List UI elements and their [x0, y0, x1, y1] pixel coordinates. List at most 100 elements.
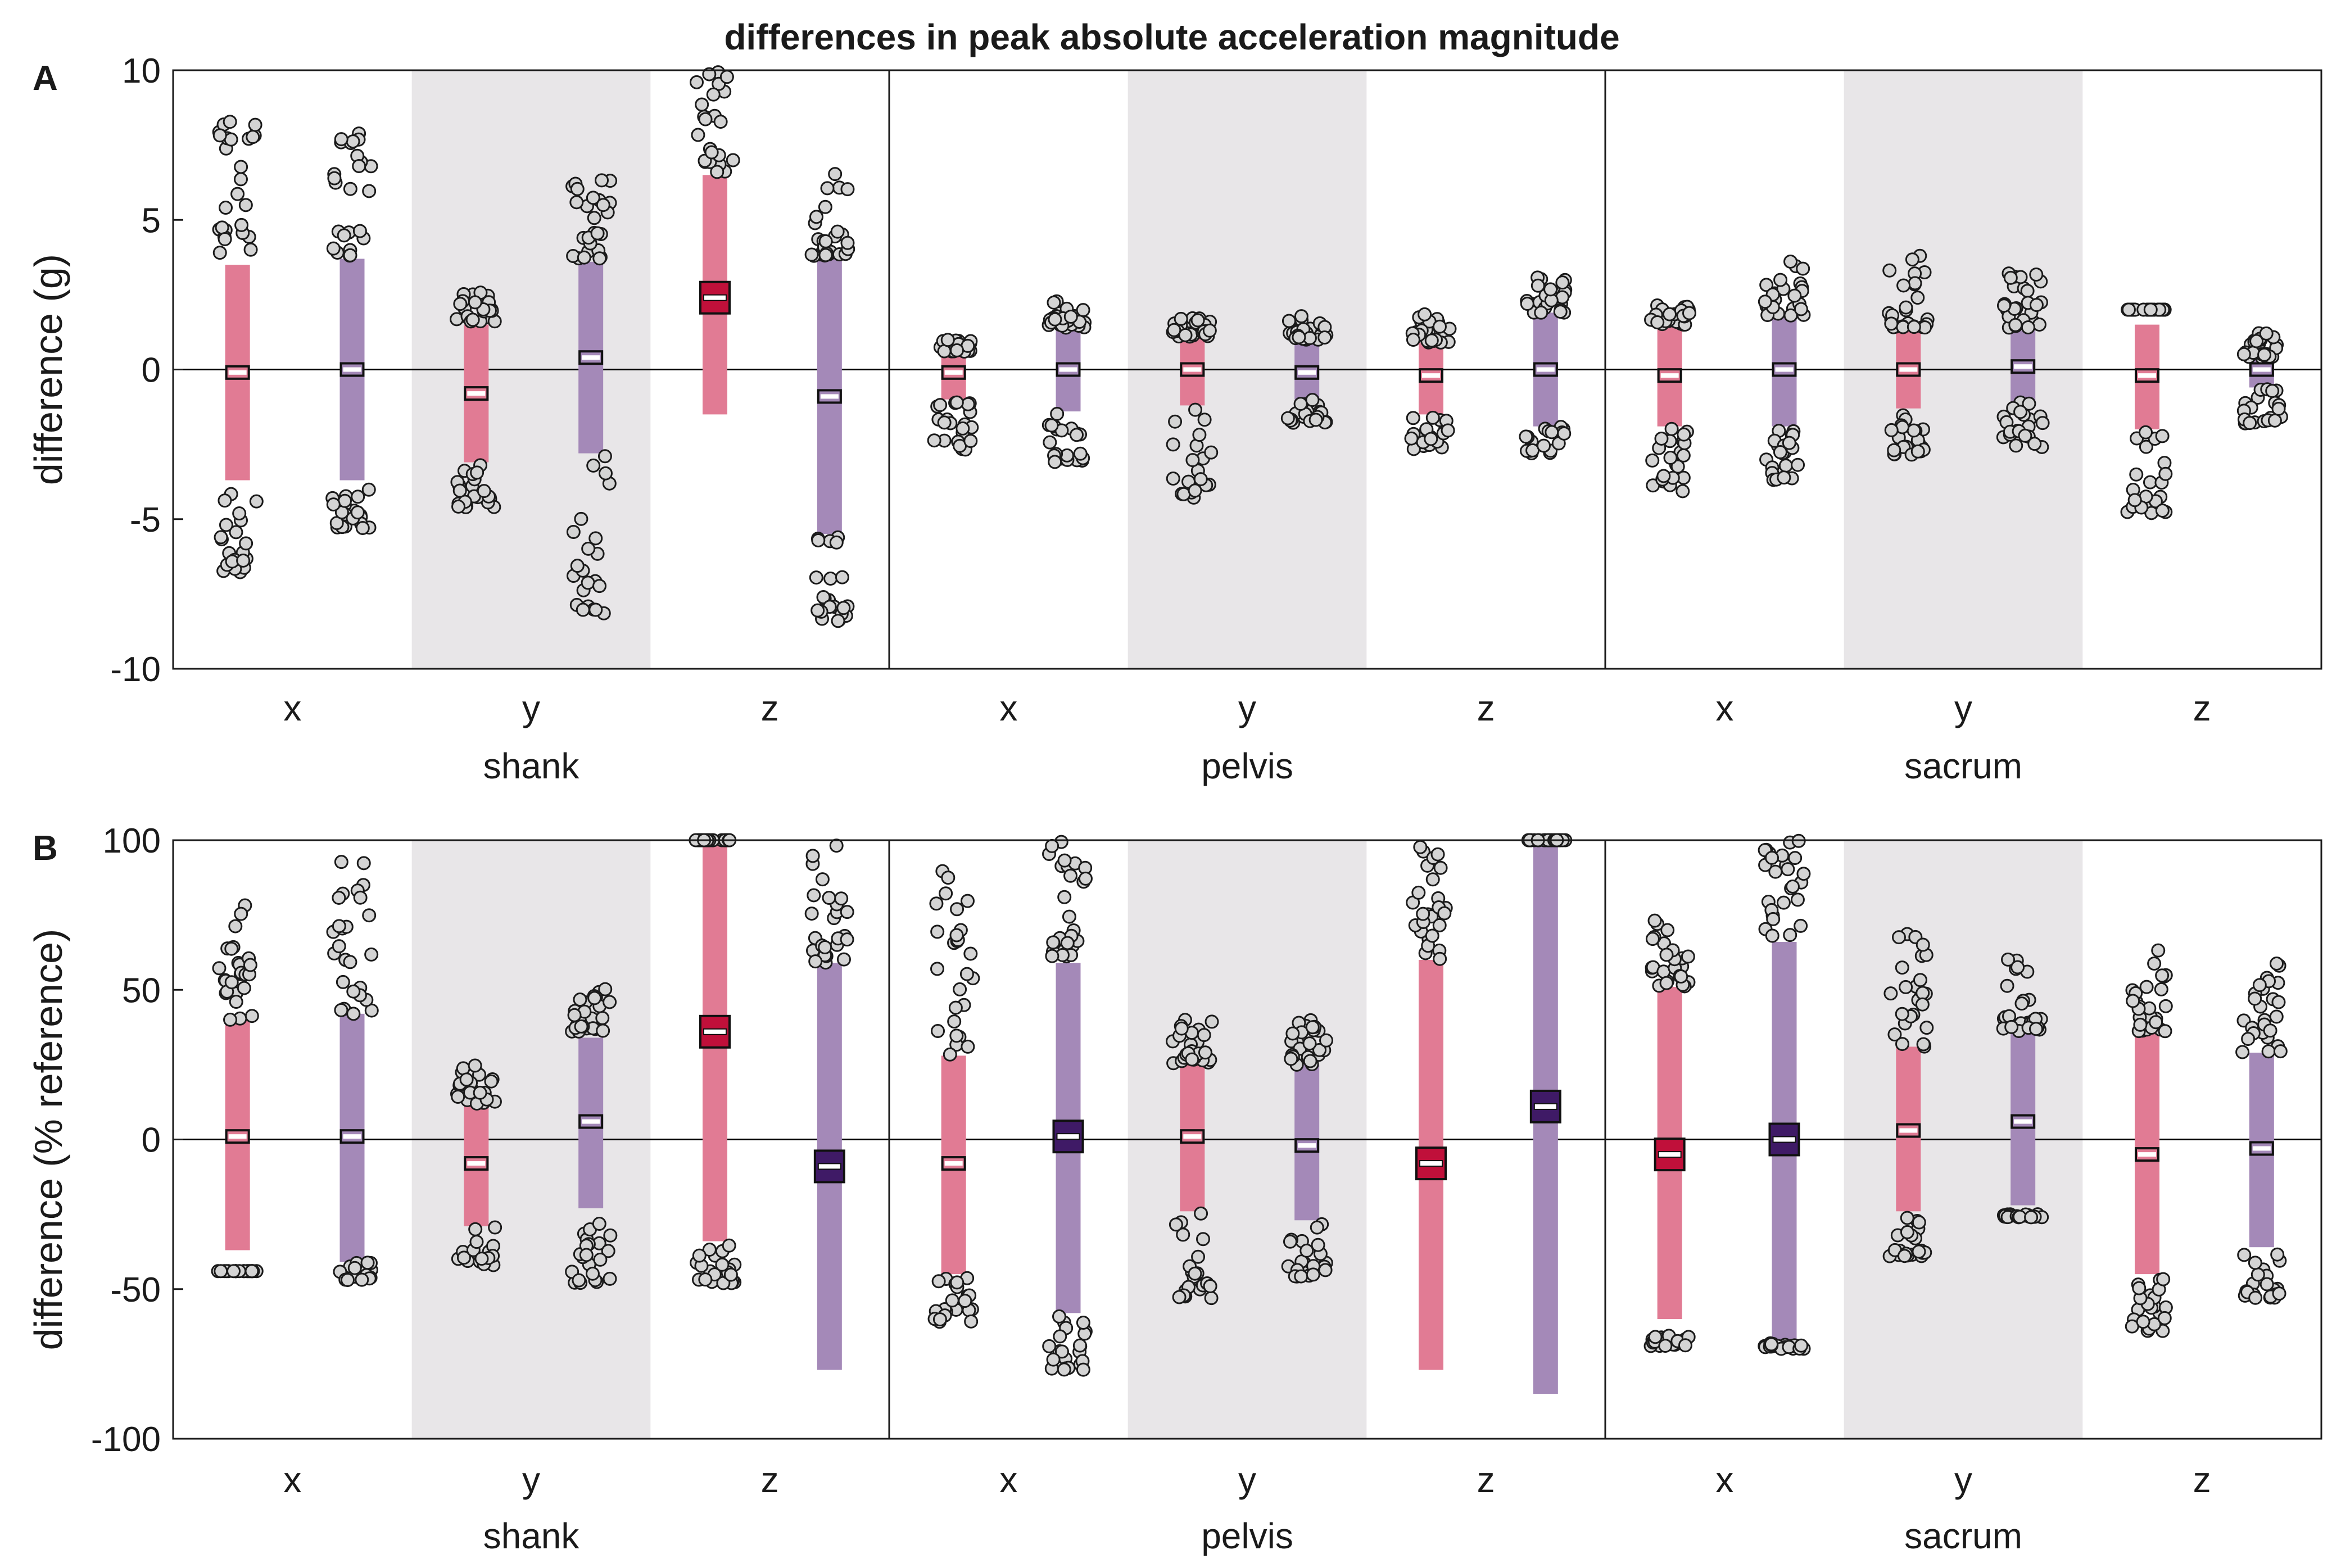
data-point [2269, 956, 2284, 971]
panel-B: -100 -50 0 50 100 difference (% reference) Bx y… [26, 822, 2322, 1556]
series-shank-x-purple [325, 126, 378, 536]
data-point [1534, 305, 1548, 320]
data-point [2158, 1024, 2172, 1039]
data-point [1662, 307, 1677, 321]
data-point [1778, 458, 1793, 473]
data-point [2029, 267, 2044, 282]
data-point [2265, 384, 2280, 398]
data-point [1658, 1339, 1673, 1353]
data-point [1788, 851, 1803, 865]
data-point [233, 172, 248, 187]
data-point [2241, 1032, 2256, 1046]
data-point [596, 1023, 610, 1038]
mean-line [1298, 1143, 1316, 1148]
data-point [484, 1074, 499, 1089]
data-point [933, 398, 948, 413]
data-point [1072, 1338, 1087, 1353]
data-point [1282, 314, 1296, 328]
data-point [2236, 347, 2251, 361]
data-point [1042, 1339, 1057, 1353]
data-point [2139, 980, 2154, 994]
data-point [931, 1274, 946, 1289]
data-point [840, 905, 854, 919]
x-category-label: z [1477, 688, 1495, 728]
mean-line [582, 1119, 600, 1124]
series-shank-x-red [212, 115, 264, 579]
data-point [2260, 1277, 2274, 1291]
data-point [818, 940, 832, 954]
series-pelvis-y-purple [1281, 1013, 1334, 1284]
data-point [807, 888, 821, 903]
data-point [581, 541, 596, 556]
data-point [1674, 969, 1688, 984]
data-point [2267, 413, 2282, 428]
data-point [1185, 453, 1200, 468]
data-point [808, 954, 823, 969]
data-point [1433, 860, 1448, 875]
data-point [473, 1085, 487, 1100]
data-point [468, 1058, 482, 1073]
data-point [361, 482, 376, 497]
data-point [2263, 1023, 2277, 1038]
data-point [1783, 308, 1798, 323]
mean-line [2014, 364, 2032, 369]
data-point [1794, 1338, 1809, 1353]
data-point [1659, 976, 1674, 990]
data-point [1664, 422, 1679, 436]
data-point [949, 1028, 964, 1043]
data-point [1776, 895, 1791, 910]
data-point [2235, 1045, 2250, 1059]
data-point [1648, 1330, 1663, 1344]
data-point [1796, 867, 1811, 881]
data-point [2127, 493, 2142, 507]
mean-line [582, 355, 600, 360]
data-point [246, 130, 260, 144]
data-point [1645, 453, 1660, 468]
data-point [2121, 302, 2136, 317]
data-point [1166, 471, 1180, 486]
data-point [232, 506, 247, 521]
data-point [595, 1010, 610, 1025]
data-point [1425, 872, 1440, 887]
data-point [722, 1238, 736, 1253]
data-point [1404, 431, 1419, 446]
data-point [470, 465, 484, 480]
data-point [587, 211, 601, 225]
panel-letter: A [33, 59, 58, 98]
series-pelvis-z-purple [1519, 270, 1573, 461]
data-point [2020, 284, 2035, 298]
series-sacrum-x-purple [1758, 833, 1811, 1356]
data-point [453, 297, 468, 311]
data-point [1520, 296, 1534, 311]
data-point [1178, 328, 1193, 342]
data-point [831, 614, 845, 628]
data-point [1203, 1279, 1217, 1293]
data-point [566, 524, 581, 539]
data-point [1650, 315, 1665, 329]
data-point [828, 167, 843, 182]
data-point [1900, 1211, 1914, 1225]
mean-line [2138, 373, 2156, 378]
data-point [1768, 864, 1783, 879]
data-point [1294, 309, 1308, 324]
series-shank-z-red [689, 65, 740, 415]
y-axis-label: difference (g) [26, 254, 70, 485]
series-pelvis-x-red [927, 864, 980, 1329]
mean-line [1772, 1136, 1796, 1143]
data-point [2243, 416, 2257, 430]
x-category-label: z [2193, 1460, 2211, 1500]
series-pelvis-x-red [927, 333, 979, 457]
x-category-label: z [761, 1460, 779, 1500]
data-point [338, 493, 352, 508]
data-point [2158, 466, 2173, 481]
data-point [1765, 850, 1779, 865]
data-point [1050, 406, 1065, 421]
mean-line [467, 391, 486, 396]
data-point [343, 955, 357, 969]
data-point [1319, 1033, 1334, 1048]
series-sacrum-x-purple [1758, 254, 1811, 487]
data-point [332, 939, 346, 954]
data-point [595, 173, 609, 188]
data-point [1063, 868, 1078, 883]
